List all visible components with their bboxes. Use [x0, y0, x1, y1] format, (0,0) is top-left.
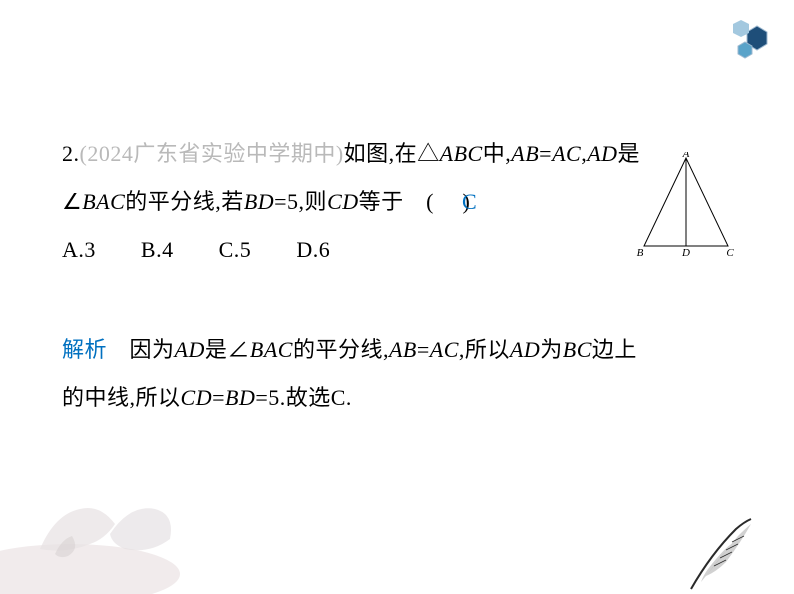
- options-line: A.3 B.4 C.5 D.6: [62, 226, 742, 274]
- question-block: 2.(2024广东省实验中学期中)如图,在△ABC中,AB=AC,AD是 ∠BA…: [62, 130, 742, 274]
- analysis-line-2: 的中线,所以CD=BD=5.故选C.: [62, 374, 742, 422]
- option-a: A.3: [62, 237, 96, 262]
- a-eq: =: [417, 337, 430, 362]
- a-t1: 因为: [107, 337, 175, 362]
- a-t3: 的平分线,: [293, 337, 389, 362]
- a-l2a: 的中线,所以: [62, 385, 181, 410]
- bd: BD: [244, 189, 274, 214]
- a-t4: ,所以: [459, 337, 510, 362]
- option-b: B.4: [141, 237, 174, 262]
- inkwash-decoration: [0, 454, 260, 594]
- angle-pre: ∠: [62, 189, 82, 214]
- ac: AC: [552, 141, 581, 166]
- analysis-line-1: 解析 因为AD是∠BAC的平分线,AB=AC,所以AD为BC边上: [62, 326, 742, 374]
- stem-pre: 如图,在△: [344, 141, 440, 166]
- analysis-block: 解析 因为AD是∠BAC的平分线,AB=AC,所以AD为BC边上 的中线,所以C…: [62, 326, 742, 422]
- question-line-1: 2.(2024广东省实验中学期中)如图,在△ABC中,AB=AC,AD是: [62, 130, 742, 178]
- option-c: C.5: [219, 237, 252, 262]
- hexagon-decoration: [704, 10, 772, 66]
- feather-decoration: [676, 514, 766, 594]
- question-source: (2024广东省实验中学期中): [80, 141, 344, 166]
- bac: BAC: [82, 189, 125, 214]
- a-bc: BC: [563, 337, 592, 362]
- abc: ABC: [440, 141, 483, 166]
- answer-letter: C: [462, 178, 477, 226]
- stem-mid1: 中,: [483, 141, 512, 166]
- l2mid: 的平分线,若: [125, 189, 244, 214]
- option-d: D.6: [296, 237, 330, 262]
- a-cd: CD: [181, 385, 213, 410]
- a-bac: BAC: [250, 337, 293, 362]
- a-ab: AB: [389, 337, 417, 362]
- question-line-2: ∠BAC的平分线,若BD=5,则CD等于 ( ) C: [62, 178, 742, 226]
- ab: AB: [511, 141, 539, 166]
- cd: CD: [327, 189, 359, 214]
- question-number: 2.: [62, 141, 80, 166]
- a-t6: 边上: [592, 337, 637, 362]
- a-bd: BD: [225, 385, 255, 410]
- a-ad2: AD: [510, 337, 540, 362]
- a-l2b: =5.故选C.: [255, 385, 352, 410]
- stem-mid2: 是: [618, 141, 641, 166]
- l2end: 等于 ( ): [359, 189, 471, 214]
- analysis-label: 解析: [62, 337, 107, 362]
- eq2: =5,则: [274, 189, 327, 214]
- a-ad: AD: [175, 337, 205, 362]
- a-eq2: =: [212, 385, 225, 410]
- eq1: =: [539, 141, 552, 166]
- a-t5: 为: [540, 337, 563, 362]
- a-t2: 是∠: [205, 337, 250, 362]
- a-ac: AC: [430, 337, 459, 362]
- ad: AD: [587, 141, 617, 166]
